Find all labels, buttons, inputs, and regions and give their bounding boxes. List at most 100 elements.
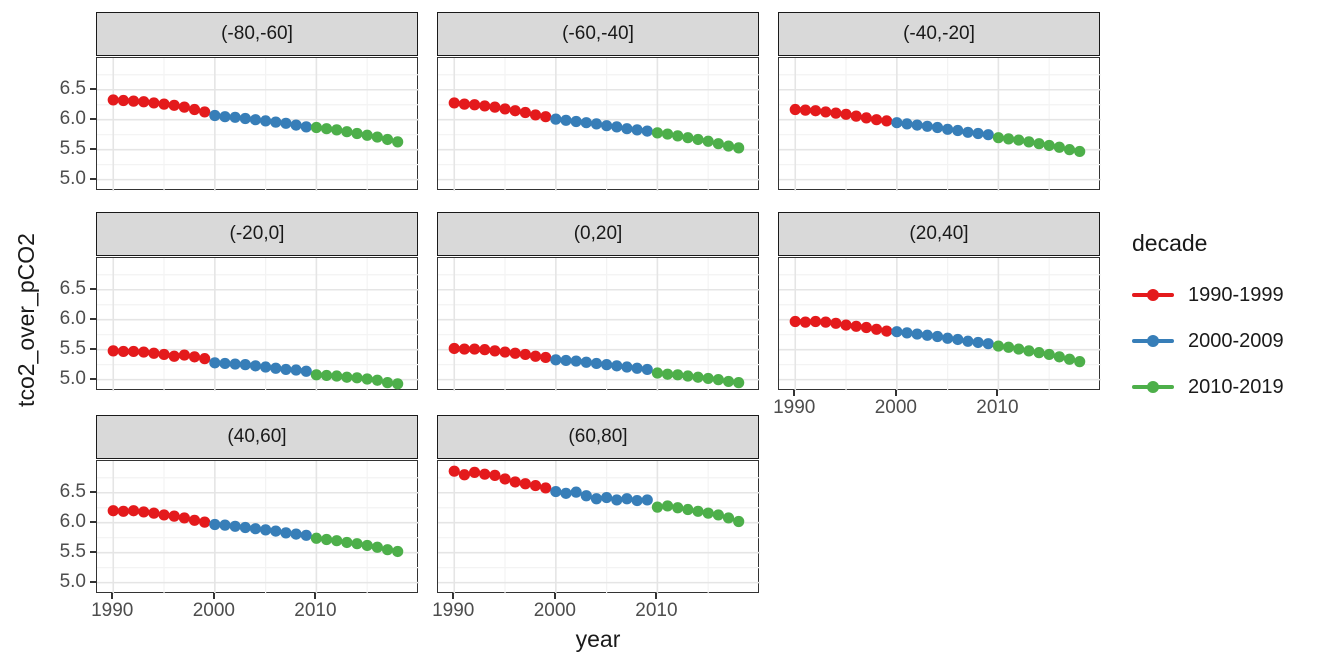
data-point (1053, 141, 1065, 153)
data-point (931, 330, 944, 343)
legend-dot (1147, 335, 1159, 347)
data-point (229, 111, 241, 123)
data-point (820, 106, 832, 118)
facet-plot (97, 58, 419, 191)
data-point (601, 359, 613, 371)
y-tick-mark (90, 287, 96, 290)
data-point (249, 523, 262, 535)
data-point (381, 544, 394, 556)
data-point (830, 107, 842, 119)
data-point (722, 140, 735, 152)
facet-plot (438, 258, 760, 391)
facet-panel (437, 460, 760, 594)
y-tick-mark (90, 490, 96, 493)
data-point (641, 494, 653, 506)
data-point (860, 112, 872, 124)
data-point (789, 315, 801, 328)
data-point (209, 357, 221, 369)
data-point (1013, 134, 1025, 146)
data-point (448, 465, 460, 477)
y-tick-label: 5.0 (59, 570, 86, 592)
x-tick-label: 1990 (773, 397, 816, 418)
data-point (672, 502, 684, 514)
data-point (341, 371, 353, 383)
data-point (1023, 345, 1035, 357)
data-point (1002, 341, 1015, 353)
data-point (631, 362, 643, 374)
data-point (911, 119, 923, 131)
data-point (280, 527, 292, 539)
data-point (661, 368, 674, 380)
data-point (860, 321, 872, 334)
data-point (260, 524, 272, 536)
data-point (168, 350, 180, 362)
data-point (850, 110, 862, 122)
data-point (239, 521, 251, 534)
x-tick-mark (314, 593, 317, 599)
data-point (1023, 136, 1035, 148)
x-tick-label: 2010 (294, 600, 337, 621)
legend-entry: 2000-2009 (1132, 329, 1284, 353)
data-point (1033, 138, 1045, 150)
x-tick-mark (111, 593, 114, 599)
data-point (580, 490, 592, 502)
legend-entry: 2010-2019 (1132, 375, 1284, 399)
data-point (519, 478, 531, 490)
data-point (641, 125, 653, 137)
facet-strip-label: (-20,0] (96, 212, 418, 256)
data-point (942, 332, 954, 344)
data-point (672, 130, 684, 142)
facet-strip-label: (-60,-40] (437, 12, 759, 56)
x-tick-mark (894, 390, 897, 396)
x-tick-mark (655, 593, 658, 599)
data-point (158, 348, 170, 361)
legend-key-icon (1132, 287, 1174, 303)
data-point (651, 367, 664, 379)
data-point (982, 129, 994, 141)
x-tick-mark (553, 593, 556, 599)
data-point (509, 105, 521, 117)
data-point (148, 347, 160, 359)
data-point (840, 319, 852, 331)
data-point (341, 536, 353, 549)
legend-label: 1990-1999 (1188, 283, 1284, 306)
y-tick-mark (90, 550, 96, 553)
facet-panel (778, 257, 1101, 391)
data-point (468, 99, 481, 111)
data-point (942, 123, 954, 135)
legend-dot (1147, 289, 1159, 301)
y-tick-mark (90, 520, 96, 523)
data-point (341, 126, 353, 138)
data-point (280, 363, 292, 376)
data-point (733, 377, 745, 389)
data-point (722, 512, 735, 524)
data-point (570, 355, 582, 367)
facet-panel (96, 57, 419, 191)
data-point (219, 519, 231, 531)
y-tick-mark (90, 117, 96, 120)
data-point (611, 360, 623, 372)
data-point (799, 104, 812, 116)
data-point (331, 370, 343, 382)
data-point (148, 97, 160, 109)
facet-plot (438, 58, 760, 191)
data-point (300, 121, 312, 133)
x-tick-label: 2010 (976, 397, 1019, 418)
data-point (692, 505, 704, 517)
data-point (560, 487, 572, 499)
data-point (371, 541, 383, 553)
data-point (448, 97, 460, 109)
data-point (371, 131, 383, 143)
data-point (260, 361, 272, 373)
data-point (479, 468, 491, 480)
data-point (560, 354, 572, 367)
data-point (158, 98, 170, 110)
x-tick-label: 2000 (192, 600, 235, 621)
data-point (529, 109, 542, 121)
data-point (489, 345, 501, 357)
data-point (992, 340, 1005, 352)
data-point (381, 377, 394, 389)
data-point (138, 96, 150, 108)
data-point (921, 120, 933, 132)
